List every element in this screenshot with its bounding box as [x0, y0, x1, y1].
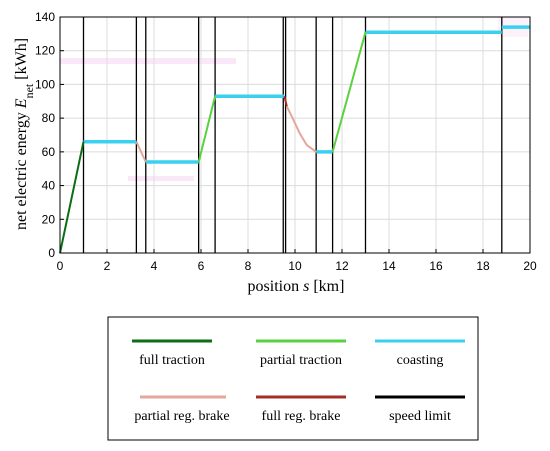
legend-item-partial-reg-brake: partial reg. brake — [134, 395, 230, 424]
legend-item-partial-traction: partial traction — [256, 339, 346, 368]
y-tick-label: 60 — [42, 145, 56, 159]
y-tick-label: 20 — [42, 212, 56, 226]
legend-box — [107, 316, 479, 441]
speed-limit-lines — [82, 17, 503, 253]
x-tick-label: 8 — [245, 259, 252, 273]
legend-label-coasting: coasting — [397, 353, 444, 368]
x-tick-labels: 0 2 4 6 8 10 12 14 16 18 20 — [57, 259, 537, 273]
series-line-partial-reg-brake — [135, 141, 147, 163]
x-axis-label-var: s — [303, 278, 309, 295]
x-tick-label: 4 — [151, 259, 158, 273]
legend: full traction partial traction coasting … — [107, 316, 479, 441]
y-axis-label-text: net electric energy — [13, 112, 30, 230]
legend-item-speed-limit: speed limit — [375, 395, 465, 424]
series-line-full-traction — [59, 141, 85, 254]
x-axis-label-unit: [km] — [313, 278, 344, 295]
series-line-partial-traction — [197, 95, 217, 163]
y-axis-label: net electric energy Enet [kWh] — [13, 38, 36, 230]
y-tick-label: 40 — [42, 179, 56, 193]
series-line-partial-reg-brake — [285, 105, 317, 153]
x-tick-label: 16 — [429, 259, 443, 273]
series-line-full-reg-brake — [283, 95, 288, 107]
y-tick-label: 140 — [35, 10, 55, 24]
y-tick-label: 100 — [35, 77, 55, 91]
y-tick-label: 120 — [35, 44, 55, 58]
x-tick-label: 18 — [476, 259, 490, 273]
series-line-partial-traction — [331, 31, 367, 153]
y-axis-label-var: E — [13, 98, 30, 109]
x-tick-label: 12 — [335, 259, 349, 273]
x-tick-label: 14 — [382, 259, 396, 273]
legend-label-full-traction: full traction — [139, 353, 205, 368]
y-tick-labels: 0 20 40 60 80 100 120 140 — [35, 10, 55, 260]
series-lines — [59, 25, 530, 254]
y-axis-label-sub: net — [22, 83, 36, 98]
legend-label-partial-traction: partial traction — [260, 353, 342, 368]
legend-label-partial-reg-brake: partial reg. brake — [134, 409, 229, 424]
legend-item-full-traction: full traction — [132, 339, 212, 368]
y-tick-label: 80 — [42, 111, 56, 125]
x-tick-label: 0 — [57, 259, 64, 273]
x-axis-label-text: position — [248, 278, 300, 295]
legend-label-speed-limit: speed limit — [389, 409, 451, 424]
legend-item-coasting: coasting — [375, 339, 465, 368]
y-axis-label-unit: [kWh] — [13, 38, 30, 80]
x-axis-label: position s [km] — [248, 278, 345, 295]
x-tick-label: 6 — [198, 259, 205, 273]
x-tick-label: 2 — [104, 259, 111, 273]
axes-frame — [59, 16, 531, 254]
y-tick-label: 0 — [48, 246, 55, 260]
legend-item-full-reg-brake: full reg. brake — [256, 395, 346, 424]
x-tick-label: 10 — [288, 259, 302, 273]
x-tick-label: 20 — [523, 259, 537, 273]
legend-label-full-reg-brake: full reg. brake — [262, 409, 341, 424]
